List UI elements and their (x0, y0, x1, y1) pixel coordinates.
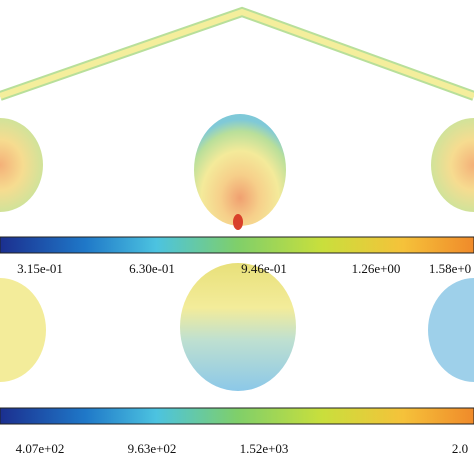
section-left (0, 118, 43, 212)
section-right (431, 118, 474, 212)
colorbar-tick-label: 6.30e-01 (129, 261, 175, 276)
colorbar-tick-label: 2.0 (452, 441, 468, 456)
section-center (180, 263, 296, 391)
colorbar-tick-label: 1.58e+0 (429, 261, 471, 276)
colorbar-tick-label: 1.26e+00 (352, 261, 401, 276)
colorbar-tick-label: 1.52e+03 (240, 441, 289, 456)
section-right (428, 278, 474, 382)
hot-spot (233, 214, 243, 230)
colorbar (0, 407, 474, 425)
roof (0, 8, 474, 99)
colorbar (0, 236, 474, 254)
colorbar-tick-label: 9.63e+02 (128, 441, 177, 456)
colorbar-tick-label: 4.07e+02 (16, 441, 65, 456)
roof-outline (0, 6, 474, 101)
colorbar-tick-label: 9.46e-01 (241, 261, 287, 276)
section-left (0, 278, 46, 382)
section-center (194, 114, 286, 226)
colorbar-tick-label: 3.15e-01 (17, 261, 63, 276)
